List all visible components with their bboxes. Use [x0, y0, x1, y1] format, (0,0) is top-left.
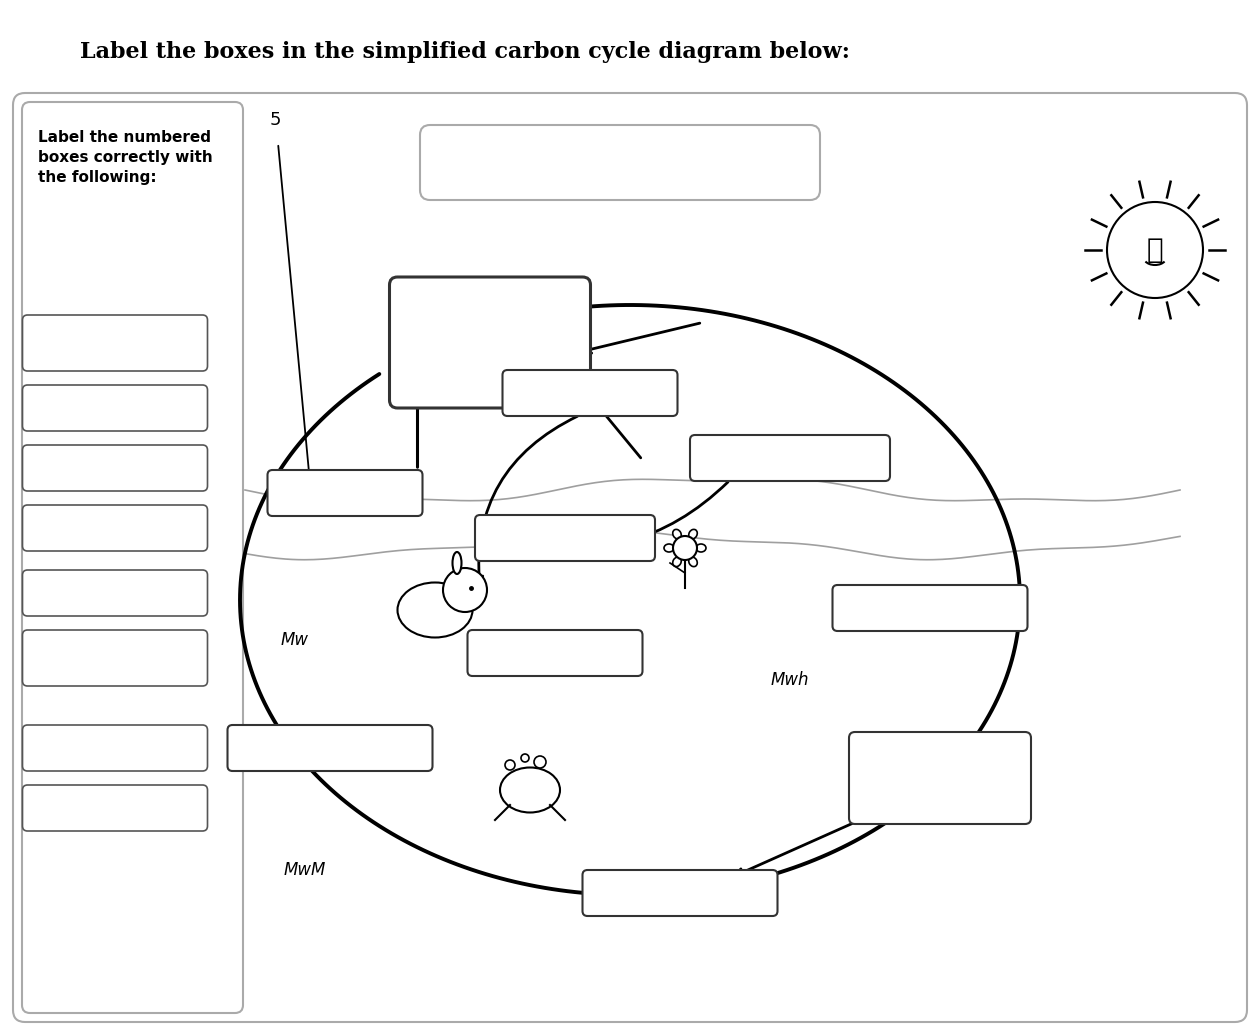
- Ellipse shape: [499, 768, 560, 812]
- FancyBboxPatch shape: [23, 385, 207, 431]
- FancyBboxPatch shape: [23, 630, 207, 686]
- Text: Decomposition: Decomposition: [65, 587, 164, 599]
- Ellipse shape: [673, 529, 681, 539]
- Text: 4: 4: [481, 641, 489, 655]
- Text: Respiration by
animals: Respiration by animals: [67, 329, 163, 357]
- FancyBboxPatch shape: [23, 445, 207, 490]
- FancyBboxPatch shape: [267, 470, 423, 516]
- Text: 7: 7: [596, 881, 604, 895]
- Circle shape: [673, 536, 697, 560]
- Text: Label the numbered
boxes correctly with
the following:: Label the numbered boxes correctly with …: [38, 130, 213, 184]
- Ellipse shape: [398, 583, 472, 638]
- Text: Fossil fuels
formed over
millions of years: Fossil fuels formed over millions of yea…: [882, 756, 998, 801]
- Text: No decomposition: No decomposition: [55, 401, 174, 415]
- FancyBboxPatch shape: [23, 725, 207, 771]
- Ellipse shape: [664, 544, 674, 552]
- FancyBboxPatch shape: [468, 630, 643, 676]
- Text: Carbon
dioxide in the
air: Carbon dioxide in the air: [414, 309, 566, 376]
- Text: 8: 8: [846, 596, 855, 610]
- Text: 🕶: 🕶: [1147, 236, 1163, 264]
- Ellipse shape: [453, 552, 462, 574]
- FancyBboxPatch shape: [13, 93, 1247, 1022]
- FancyBboxPatch shape: [832, 585, 1028, 631]
- Ellipse shape: [689, 529, 698, 539]
- FancyBboxPatch shape: [23, 315, 207, 371]
- Text: Photosynthesis: Photosynthesis: [64, 802, 166, 814]
- Circle shape: [521, 754, 530, 762]
- FancyBboxPatch shape: [23, 570, 207, 616]
- Circle shape: [1107, 202, 1204, 298]
- Text: 5: 5: [270, 111, 281, 129]
- FancyBboxPatch shape: [23, 785, 207, 831]
- Text: Death and waste: Death and waste: [59, 741, 171, 755]
- Text: 5: 5: [281, 481, 289, 495]
- Ellipse shape: [673, 557, 681, 566]
- FancyBboxPatch shape: [502, 370, 678, 416]
- Text: 2: 2: [703, 446, 712, 460]
- Text: Label the boxes in the simplified carbon cycle diagram below:: Label the boxes in the simplified carbon…: [80, 41, 850, 63]
- FancyBboxPatch shape: [420, 125, 820, 200]
- Text: MwM: MwM: [284, 861, 326, 879]
- Circle shape: [505, 760, 515, 770]
- FancyBboxPatch shape: [474, 515, 655, 561]
- FancyBboxPatch shape: [389, 278, 591, 408]
- Text: Combustion: Combustion: [75, 462, 154, 474]
- Ellipse shape: [697, 544, 707, 552]
- Text: 3: 3: [488, 526, 497, 540]
- Text: Mwh: Mwh: [771, 671, 809, 689]
- FancyBboxPatch shape: [23, 102, 243, 1013]
- FancyBboxPatch shape: [23, 505, 207, 551]
- FancyBboxPatch shape: [848, 732, 1032, 824]
- FancyBboxPatch shape: [690, 435, 890, 481]
- Text: Mw: Mw: [281, 631, 309, 649]
- Text: 6: 6: [241, 736, 250, 750]
- FancyBboxPatch shape: [227, 725, 433, 771]
- Text: The Carbon Cycle: The Carbon Cycle: [486, 148, 754, 177]
- Text: Respiration by
plants: Respiration by plants: [67, 643, 163, 673]
- FancyBboxPatch shape: [582, 870, 778, 916]
- Text: 1: 1: [516, 381, 525, 395]
- Circle shape: [533, 756, 546, 768]
- Text: Feeding: Feeding: [89, 521, 142, 535]
- Circle shape: [443, 568, 487, 612]
- Ellipse shape: [689, 557, 698, 566]
